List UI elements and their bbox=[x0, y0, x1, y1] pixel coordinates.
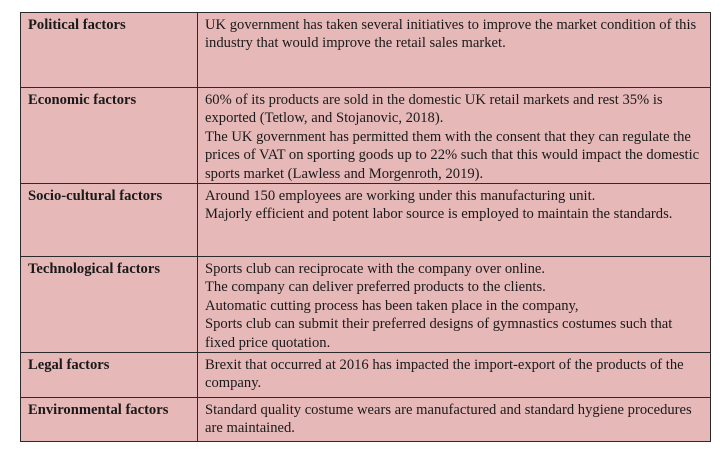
description-line: Brexit that occurred at 2016 has impacte… bbox=[205, 357, 684, 392]
description-line: Around 150 employees are working under t… bbox=[205, 188, 596, 205]
factor-description: Sports club can reciprocate with the com… bbox=[197, 256, 711, 354]
pest-analysis-table: Political factors UK government has take… bbox=[20, 12, 711, 443]
description-line: 60% of its products are sold in the dome… bbox=[205, 92, 663, 127]
factor-label: Economic factors bbox=[20, 86, 198, 185]
factor-description: Standard quality costume wears are manuf… bbox=[197, 397, 711, 443]
description-line: Majorly efficient and potent labor sourc… bbox=[205, 206, 673, 223]
factor-label: Environmental factors bbox=[20, 397, 198, 443]
table-row-environmental: Environmental factors Standard quality c… bbox=[20, 397, 711, 443]
description-line: UK government has taken several initiati… bbox=[205, 17, 697, 52]
table-row-technological: Technological factors Sports club can re… bbox=[20, 256, 711, 354]
description-line: The company can deliver preferred produc… bbox=[205, 279, 546, 296]
factor-label: Legal factors bbox=[20, 352, 198, 399]
description-line: Sports club can reciprocate with the com… bbox=[205, 261, 546, 278]
table-row-political: Political factors UK government has take… bbox=[20, 12, 711, 88]
factor-description: UK government has taken several initiati… bbox=[197, 12, 711, 88]
factor-label: Technological factors bbox=[20, 256, 198, 354]
factor-label: Socio-cultural factors bbox=[20, 183, 198, 258]
factor-description: Brexit that occurred at 2016 has impacte… bbox=[197, 352, 711, 399]
table-row-economic: Economic factors 60% of its products are… bbox=[20, 86, 711, 185]
table-row-socio-cultural: Socio-cultural factors Around 150 employ… bbox=[20, 183, 711, 258]
description-line: The UK government has permitted them wit… bbox=[205, 128, 700, 182]
description-line: Sports club can submit their preferred d… bbox=[205, 316, 673, 351]
description-line: Automatic cutting process has been taken… bbox=[205, 297, 579, 314]
description-line: Standard quality costume wears are manuf… bbox=[205, 402, 692, 437]
factor-label: Political factors bbox=[20, 12, 198, 88]
table-row-legal: Legal factors Brexit that occurred at 20… bbox=[20, 352, 711, 399]
factor-description: Around 150 employees are working under t… bbox=[197, 183, 711, 258]
factor-description: 60% of its products are sold in the dome… bbox=[197, 86, 711, 185]
